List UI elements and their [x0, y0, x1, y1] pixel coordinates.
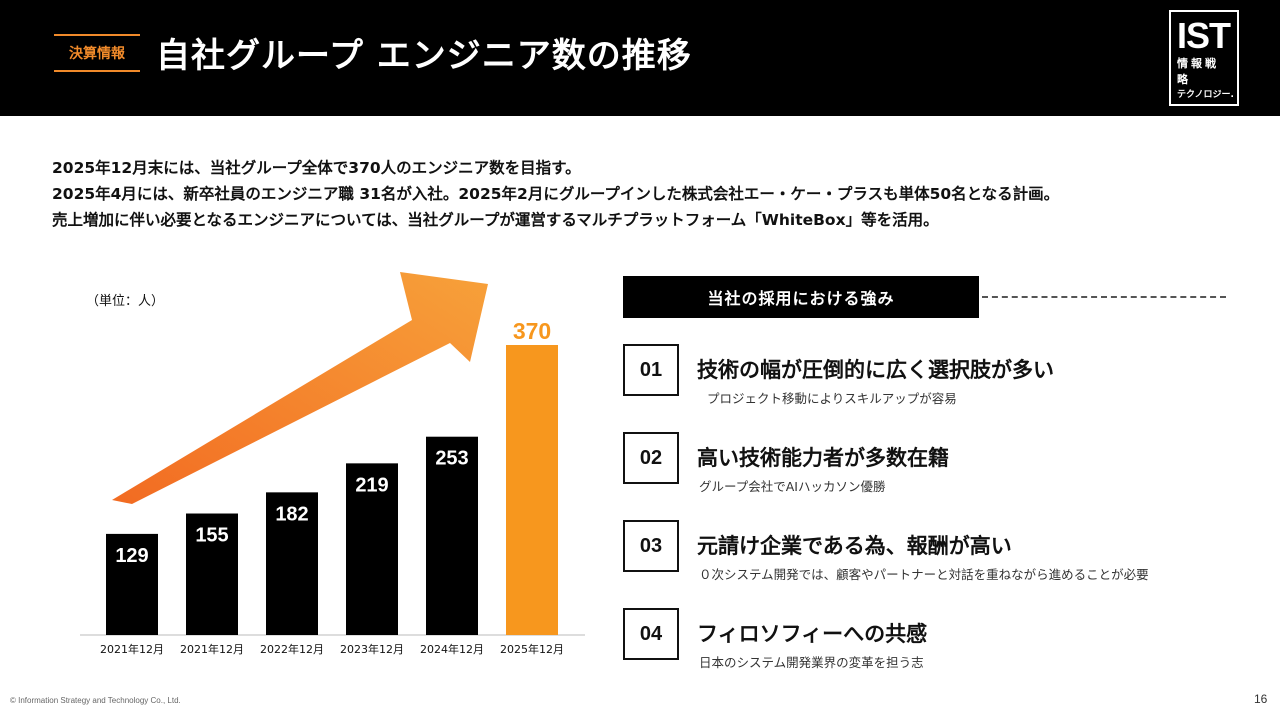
x-tick-label: 2024年12月	[420, 642, 484, 656]
strength-title: フィロソフィーへの共感	[697, 622, 928, 646]
x-tick-label: 2022年12月	[260, 642, 324, 656]
bar-value-label: 253	[435, 448, 468, 470]
page-number: 16	[1254, 692, 1268, 706]
strength-number: 01	[623, 344, 679, 396]
copyright-text: © Information Strategy and Technology Co…	[10, 696, 181, 705]
strength-title: 技術の幅が圧倒的に広く選択肢が多い	[697, 358, 1054, 382]
intro-line: 2025年12月末には、当社グループ全体で370人のエンジニア数を目指す。	[52, 159, 581, 177]
strength-description: 日本のシステム開発業界の変革を担う志	[699, 655, 924, 670]
strength-description: グループ会社でAIハッカソン優勝	[699, 479, 886, 494]
engineer-bar-chart: 129 2021年12月 155 2021年12月 182 2022年12月 219 2023…	[0, 250, 600, 670]
strength-item: 04 フィロソフィーへの共感 日本のシステム開発業界の変革を担う志	[623, 608, 1233, 670]
bar-3	[346, 463, 398, 635]
header-bar: 決算情報 自社グループ エンジニア数の推移 IST 情報戦略 テクノロジー.	[0, 0, 1280, 116]
strength-number: 02	[623, 432, 679, 484]
bar-0	[106, 533, 158, 635]
bar-value-label: 129	[115, 545, 148, 567]
intro-line: 2025年4月には、新卒社員のエンジニア職 31名が入社。2025年2月にグルー…	[52, 185, 1060, 203]
strength-item: 02 高い技術能力者が多数在籍 グループ会社でAIハッカソン優勝	[623, 432, 1233, 494]
bar-5	[506, 345, 558, 635]
growth-arrow	[112, 272, 488, 504]
strength-title: 元請け企業である為、報酬が高い	[697, 534, 1012, 558]
bar-1	[186, 513, 238, 635]
bar-4	[426, 436, 478, 635]
heading-dashed-line	[982, 296, 1226, 298]
bar-value-label: 370	[513, 318, 551, 344]
strength-number: 03	[623, 520, 679, 572]
intro-text: 2025年12月末には、当社グループ全体で370人のエンジニア数を目指す。 20…	[52, 155, 1059, 233]
section-tag: 決算情報	[54, 34, 140, 72]
x-tick-label: 2021年12月	[180, 642, 244, 656]
page-title: 自社グループ エンジニア数の推移	[156, 36, 692, 76]
strength-item: 03 元請け企業である為、報酬が高い ０次システム開発では、顧客やパートナーと対…	[623, 520, 1233, 582]
logo-tagline: テクノロジー.	[1177, 90, 1234, 100]
intro-line: 売上増加に伴い必要となるエンジニアについては、当社グループが運営するマルチプラッ…	[52, 211, 939, 229]
x-tick-label: 2023年12月	[340, 642, 404, 656]
logo-main-text: IST	[1177, 15, 1231, 56]
strength-number: 04	[623, 608, 679, 660]
x-tick-label: 2025年12月	[500, 642, 564, 656]
strength-title: 高い技術能力者が多数在籍	[697, 446, 949, 470]
bar-value-label: 155	[195, 525, 228, 547]
chart-unit-label: （単位：人）	[86, 294, 165, 309]
logo-subtitle: 情報戦略	[1177, 57, 1219, 86]
bar-2	[266, 492, 318, 635]
x-tick-label: 2021年12月	[100, 642, 164, 656]
strength-item: 01 技術の幅が圧倒的に広く選択肢が多い プロジェクト移動によりスキルアップが容…	[623, 344, 1233, 406]
bar-value-label: 219	[355, 474, 388, 496]
bar-value-label: 182	[275, 503, 308, 525]
company-logo: IST 情報戦略 テクノロジー.	[1169, 10, 1239, 106]
strengths-heading: 当社の採用における強み	[623, 276, 979, 318]
strength-description: ０次システム開発では、顧客やパートナーと対話を重ねながら進めることが必要	[699, 567, 1149, 582]
strength-description: プロジェクト移動によりスキルアップが容易	[707, 391, 957, 406]
